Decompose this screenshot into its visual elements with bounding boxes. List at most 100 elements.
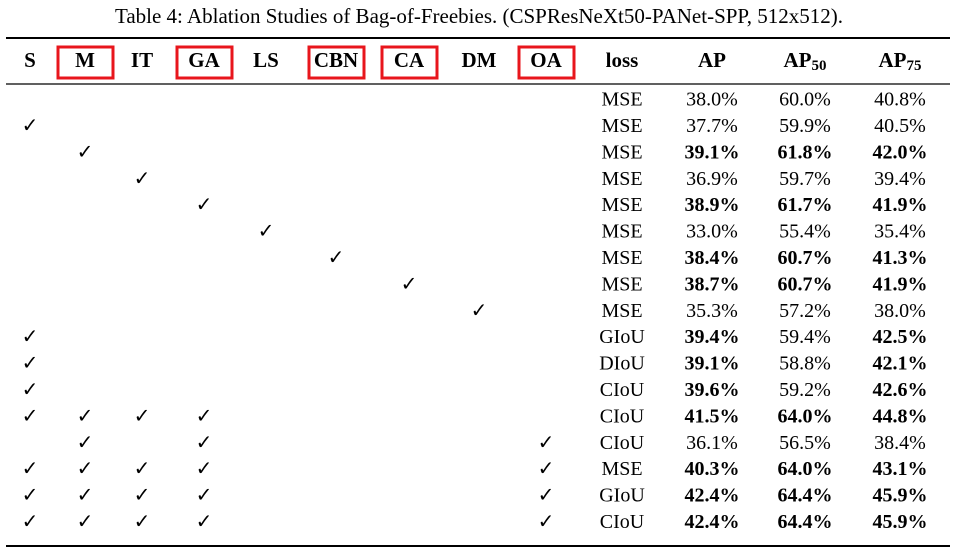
metric-cell: 60.0% (779, 89, 831, 111)
metric-cell: 42.5% (873, 326, 928, 348)
check-mark: ✓ (77, 458, 94, 480)
check-mark: ✓ (134, 168, 151, 190)
check-mark: ✓ (22, 379, 39, 401)
metric-cell: 45.9% (873, 511, 928, 533)
check-mark: ✓ (22, 353, 39, 375)
check-mark: ✓ (22, 405, 39, 427)
metric-cell: 39.1% (685, 353, 740, 375)
metric-cell: 33.0% (686, 221, 738, 243)
check-mark: ✓ (77, 405, 94, 427)
metric-cell: 59.2% (779, 379, 831, 401)
check-mark: ✓ (77, 432, 94, 454)
check-mark: ✓ (134, 511, 151, 533)
check-mark: ✓ (134, 405, 151, 427)
check-mark: ✓ (196, 458, 213, 480)
loss-cell: MSE (601, 194, 642, 216)
header-highlight (307, 45, 366, 80)
check-mark: ✓ (22, 485, 39, 507)
metric-cell: 39.6% (685, 379, 740, 401)
metric-cell: 38.7% (685, 273, 740, 295)
metric-cell: 39.4% (874, 168, 926, 190)
metric-cell: 61.7% (778, 194, 833, 216)
check-mark: ✓ (196, 432, 213, 454)
header-highlight (175, 45, 234, 80)
metric-cell: 59.9% (779, 115, 831, 137)
metric-cell: 42.4% (685, 511, 740, 533)
metric-cell: 41.9% (873, 194, 928, 216)
check-mark: ✓ (77, 141, 94, 163)
check-mark: ✓ (401, 273, 418, 295)
column-header: CA (394, 48, 425, 72)
check-mark: ✓ (22, 326, 39, 348)
metric-cell: 43.1% (873, 458, 928, 480)
metric-cell: 57.2% (779, 300, 831, 322)
metric-cell: 60.7% (778, 247, 833, 269)
column-header: AP50 (784, 48, 827, 75)
column-header: AP75 (879, 48, 922, 75)
metric-cell: 58.8% (779, 353, 831, 375)
column-header: S (24, 48, 36, 72)
loss-cell: CIoU (600, 432, 645, 454)
check-mark: ✓ (538, 511, 555, 533)
column-header: DM (462, 48, 497, 72)
metric-cell: 40.3% (685, 458, 740, 480)
column-header: loss (606, 48, 639, 72)
check-mark: ✓ (77, 511, 94, 533)
metric-cell: 37.7% (686, 115, 738, 137)
metric-cell: 38.4% (685, 247, 740, 269)
metric-cell: 39.4% (685, 326, 740, 348)
metric-cell: 64.4% (778, 485, 833, 507)
column-header: AP (698, 48, 726, 72)
loss-cell: MSE (601, 247, 642, 269)
caption: Table 4: Ablation Studies of Bag-of-Free… (115, 4, 843, 28)
metric-cell: 39.1% (685, 141, 740, 163)
loss-cell: GIoU (599, 326, 645, 348)
column-header: IT (131, 48, 153, 72)
metric-cell: 40.8% (874, 89, 926, 111)
metric-cell: 35.3% (686, 300, 738, 322)
header-main: AP (784, 48, 812, 72)
loss-cell: MSE (601, 115, 642, 137)
metric-cell: 38.0% (874, 300, 926, 322)
metric-cell: 38.0% (686, 89, 738, 111)
header-highlight (517, 45, 576, 80)
metric-cell: 42.6% (873, 379, 928, 401)
loss-cell: MSE (601, 89, 642, 111)
metric-cell: 42.4% (685, 485, 740, 507)
check-mark: ✓ (134, 485, 151, 507)
check-mark: ✓ (22, 511, 39, 533)
column-header: CBN (314, 48, 358, 72)
metric-cell: 42.1% (873, 353, 928, 375)
column-header: M (75, 48, 95, 72)
metric-cell: 35.4% (874, 221, 926, 243)
check-mark: ✓ (196, 194, 213, 216)
loss-cell: MSE (601, 458, 642, 480)
metric-cell: 36.9% (686, 168, 738, 190)
metric-cell: 60.7% (778, 273, 833, 295)
check-mark: ✓ (77, 485, 94, 507)
metric-cell: 59.4% (779, 326, 831, 348)
loss-cell: MSE (601, 300, 642, 322)
metric-cell: 64.4% (778, 511, 833, 533)
check-mark: ✓ (258, 221, 275, 243)
metric-cell: 64.0% (778, 405, 833, 427)
metric-cell: 38.9% (685, 194, 740, 216)
metric-cell: 59.7% (779, 168, 831, 190)
check-mark: ✓ (328, 247, 345, 269)
metric-cell: 45.9% (873, 485, 928, 507)
metric-cell: 41.3% (873, 247, 928, 269)
check-mark: ✓ (538, 485, 555, 507)
loss-cell: DIoU (599, 353, 645, 375)
loss-cell: CIoU (600, 405, 645, 427)
header-main: AP (879, 48, 907, 72)
metric-cell: 41.9% (873, 273, 928, 295)
metric-cell: 42.0% (873, 141, 928, 163)
column-header: OA (530, 48, 562, 72)
loss-cell: MSE (601, 141, 642, 163)
metric-cell: 56.5% (779, 432, 831, 454)
loss-cell: MSE (601, 273, 642, 295)
metric-cell: 64.0% (778, 458, 833, 480)
